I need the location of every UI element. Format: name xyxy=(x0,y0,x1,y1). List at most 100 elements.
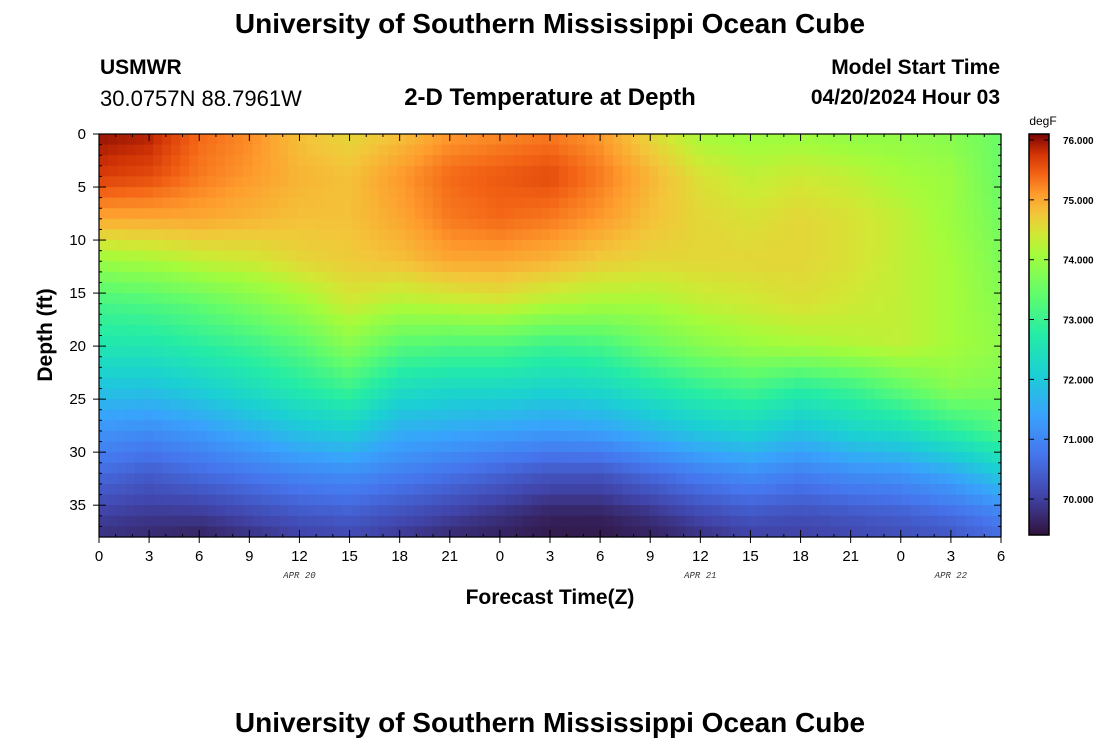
heatmap-cell xyxy=(658,399,668,411)
heatmap-cell xyxy=(378,473,389,485)
colorbar-unit: degF xyxy=(1029,114,1056,128)
heatmap-cell xyxy=(622,388,632,400)
heatmap-cell xyxy=(550,187,560,199)
heatmap-cell xyxy=(369,218,380,231)
heatmap-cell xyxy=(946,409,957,421)
heatmap-cell xyxy=(171,303,181,315)
heatmap-cell xyxy=(847,155,858,167)
heatmap-cell xyxy=(910,526,921,538)
heatmap-cell xyxy=(901,240,912,252)
heatmap-cell xyxy=(360,229,371,241)
heatmap-cell xyxy=(198,346,208,358)
heatmap-cell xyxy=(162,399,172,411)
heatmap-cell xyxy=(793,367,804,379)
heatmap-cell xyxy=(901,494,912,506)
heatmap-cell xyxy=(297,515,308,527)
heatmap-cell xyxy=(180,483,190,496)
heatmap-cell xyxy=(378,399,389,411)
heatmap-cell xyxy=(730,165,741,178)
heatmap-cell xyxy=(495,250,506,262)
heatmap-cell xyxy=(243,165,253,178)
heatmap-cell xyxy=(874,430,885,443)
heatmap-cell xyxy=(910,452,921,464)
heatmap-cell xyxy=(712,324,722,337)
heatmap-cell xyxy=(324,399,335,411)
heatmap-cell xyxy=(865,462,876,474)
heatmap-cell xyxy=(685,282,695,294)
heatmap-cell xyxy=(198,240,208,252)
heatmap-cell xyxy=(577,240,587,252)
heatmap-cell xyxy=(667,218,677,231)
heatmap-cell xyxy=(306,452,317,464)
heatmap-cell xyxy=(631,176,641,188)
heatmap-cell xyxy=(513,271,524,284)
heatmap-cell xyxy=(910,377,921,390)
heatmap-cell xyxy=(721,176,731,188)
heatmap-cell xyxy=(568,303,578,315)
heatmap-cell xyxy=(99,356,109,368)
heatmap-cell xyxy=(306,515,317,527)
heatmap-cell xyxy=(288,218,299,231)
heatmap-cell xyxy=(144,261,154,273)
heatmap-cell xyxy=(883,526,894,538)
heatmap-cell xyxy=(396,197,407,209)
heatmap-cell xyxy=(991,250,1002,262)
heatmap-cell xyxy=(189,515,199,527)
heatmap-cell xyxy=(748,335,759,347)
heatmap-cell xyxy=(982,261,993,273)
heatmap-cell xyxy=(955,356,966,368)
heatmap-cell xyxy=(531,494,542,506)
heatmap-cell xyxy=(658,261,668,273)
heatmap-cell xyxy=(468,494,479,506)
heatmap-cell xyxy=(865,483,876,496)
heatmap-cell xyxy=(667,271,677,284)
heatmap-cell xyxy=(676,505,686,517)
heatmap-cell xyxy=(117,208,127,220)
heatmap-cell xyxy=(333,303,344,315)
heatmap-cell xyxy=(775,324,786,337)
heatmap-cell xyxy=(108,494,118,506)
heatmap-cell xyxy=(838,441,849,453)
heatmap-cell xyxy=(640,409,650,421)
heatmap-cell xyxy=(126,526,136,538)
heatmap-cell xyxy=(279,462,290,474)
heatmap-cell xyxy=(243,399,253,411)
heatmap-cell xyxy=(126,282,136,294)
heatmap-cell xyxy=(414,346,425,358)
heatmap-cell xyxy=(892,303,903,315)
heatmap-cell xyxy=(550,165,560,178)
heatmap-cell xyxy=(243,314,253,326)
heatmap-cell xyxy=(144,367,154,379)
heatmap-cell xyxy=(324,155,335,167)
heatmap-cell xyxy=(126,409,136,421)
heatmap-cell xyxy=(441,134,452,146)
heatmap-cell xyxy=(577,134,587,146)
heatmap-cell xyxy=(937,208,948,220)
heatmap-cell xyxy=(901,441,912,453)
heatmap-cell xyxy=(531,399,542,411)
heatmap-cell xyxy=(315,250,326,262)
heatmap-cell xyxy=(964,165,975,178)
heatmap-cell xyxy=(577,473,587,485)
heatmap-cell xyxy=(396,261,407,273)
heatmap-cell xyxy=(144,187,154,199)
heatmap-cell xyxy=(685,494,695,506)
heatmap-cell xyxy=(991,261,1002,273)
heatmap-cell xyxy=(865,515,876,527)
heatmap-cell xyxy=(270,515,280,527)
heatmap-cell xyxy=(838,293,849,305)
heatmap-cell xyxy=(189,335,199,347)
heatmap-cell xyxy=(775,515,786,527)
heatmap-cell xyxy=(847,261,858,273)
heatmap-cell xyxy=(676,229,686,241)
heatmap-cell xyxy=(622,165,632,178)
heatmap-cell xyxy=(847,505,858,517)
heatmap-cell xyxy=(577,187,587,199)
heatmap-cell xyxy=(333,197,344,209)
heatmap-cell xyxy=(613,494,623,506)
heatmap-cell xyxy=(991,187,1002,199)
heatmap-cell xyxy=(495,420,506,432)
heatmap-cell xyxy=(225,505,235,517)
heatmap-cell xyxy=(604,208,614,220)
heatmap-cell xyxy=(432,303,443,315)
